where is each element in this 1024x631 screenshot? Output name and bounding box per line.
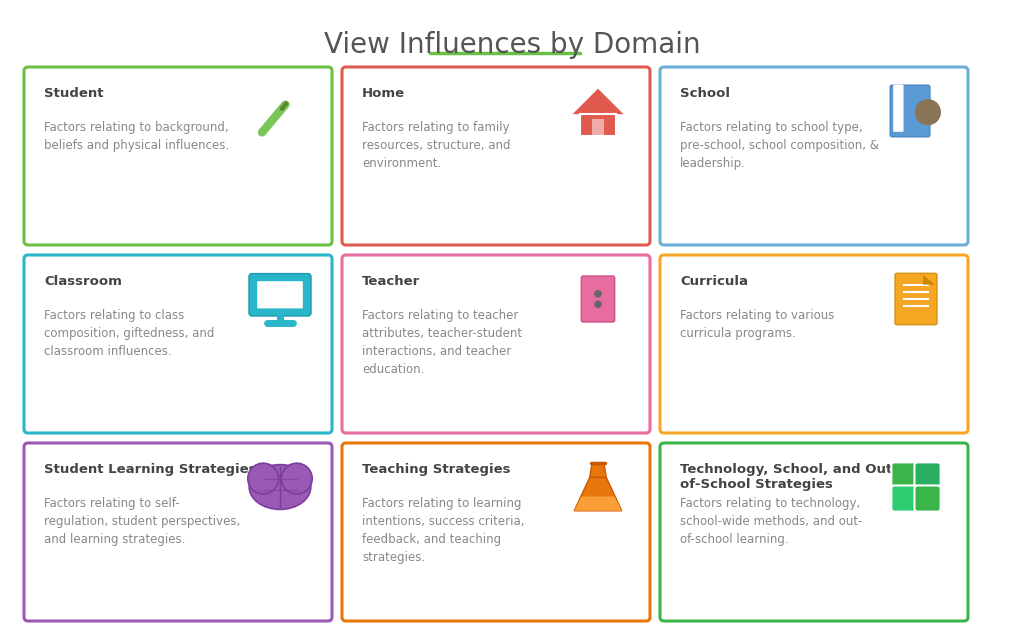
Text: Factors relating to school type,
pre-school, school composition, &
leadership.: Factors relating to school type, pre-sch… — [680, 121, 879, 170]
Text: Student Learning Strategies: Student Learning Strategies — [44, 463, 256, 476]
FancyBboxPatch shape — [891, 463, 918, 488]
Text: Factors relating to teacher
attributes, teacher-student
interactions, and teache: Factors relating to teacher attributes, … — [362, 309, 522, 376]
FancyBboxPatch shape — [890, 85, 930, 137]
Polygon shape — [593, 119, 603, 136]
FancyBboxPatch shape — [660, 67, 968, 245]
Circle shape — [594, 290, 602, 298]
FancyBboxPatch shape — [891, 485, 918, 512]
Polygon shape — [574, 478, 622, 511]
FancyBboxPatch shape — [895, 273, 937, 325]
Polygon shape — [570, 87, 626, 115]
Text: Factors relating to various
curricula programs.: Factors relating to various curricula pr… — [680, 309, 835, 340]
Circle shape — [914, 99, 941, 126]
Text: Home: Home — [362, 87, 406, 100]
FancyBboxPatch shape — [342, 255, 650, 433]
Polygon shape — [574, 497, 622, 511]
Text: Factors relating to family
resources, structure, and
environment.: Factors relating to family resources, st… — [362, 121, 511, 170]
Circle shape — [248, 463, 279, 494]
Text: Curricula: Curricula — [680, 275, 748, 288]
FancyBboxPatch shape — [582, 276, 614, 322]
FancyBboxPatch shape — [342, 443, 650, 621]
Ellipse shape — [249, 464, 311, 509]
Polygon shape — [580, 114, 616, 136]
Polygon shape — [590, 463, 606, 478]
FancyBboxPatch shape — [24, 255, 332, 433]
Polygon shape — [924, 275, 935, 285]
FancyBboxPatch shape — [914, 463, 941, 488]
Circle shape — [282, 463, 312, 494]
FancyBboxPatch shape — [893, 85, 903, 132]
FancyBboxPatch shape — [24, 443, 332, 621]
Text: Factors relating to learning
intentions, success criteria,
feedback, and teachin: Factors relating to learning intentions,… — [362, 497, 524, 564]
Text: Student: Student — [44, 87, 103, 100]
Text: Technology, School, and Out-
of-School Strategies: Technology, School, and Out- of-School S… — [680, 463, 898, 491]
Text: Factors relating to self-
regulation, student perspectives,
and learning strateg: Factors relating to self- regulation, st… — [44, 497, 241, 546]
Text: Classroom: Classroom — [44, 275, 122, 288]
FancyBboxPatch shape — [914, 485, 941, 512]
Text: Factors relating to technology,
school-wide methods, and out-
of-school learning: Factors relating to technology, school-w… — [680, 497, 862, 546]
Text: Teacher: Teacher — [362, 275, 420, 288]
Text: Factors relating to class
composition, giftedness, and
classroom influences.: Factors relating to class composition, g… — [44, 309, 214, 358]
FancyBboxPatch shape — [24, 67, 332, 245]
FancyBboxPatch shape — [257, 281, 303, 309]
FancyBboxPatch shape — [660, 255, 968, 433]
Text: Factors relating to background,
beliefs and physical influences.: Factors relating to background, beliefs … — [44, 121, 229, 152]
FancyBboxPatch shape — [342, 67, 650, 245]
Text: School: School — [680, 87, 730, 100]
Circle shape — [594, 300, 602, 308]
Text: View Influences by Domain: View Influences by Domain — [324, 31, 700, 59]
FancyBboxPatch shape — [660, 443, 968, 621]
FancyBboxPatch shape — [249, 274, 311, 316]
Text: Teaching Strategies: Teaching Strategies — [362, 463, 511, 476]
